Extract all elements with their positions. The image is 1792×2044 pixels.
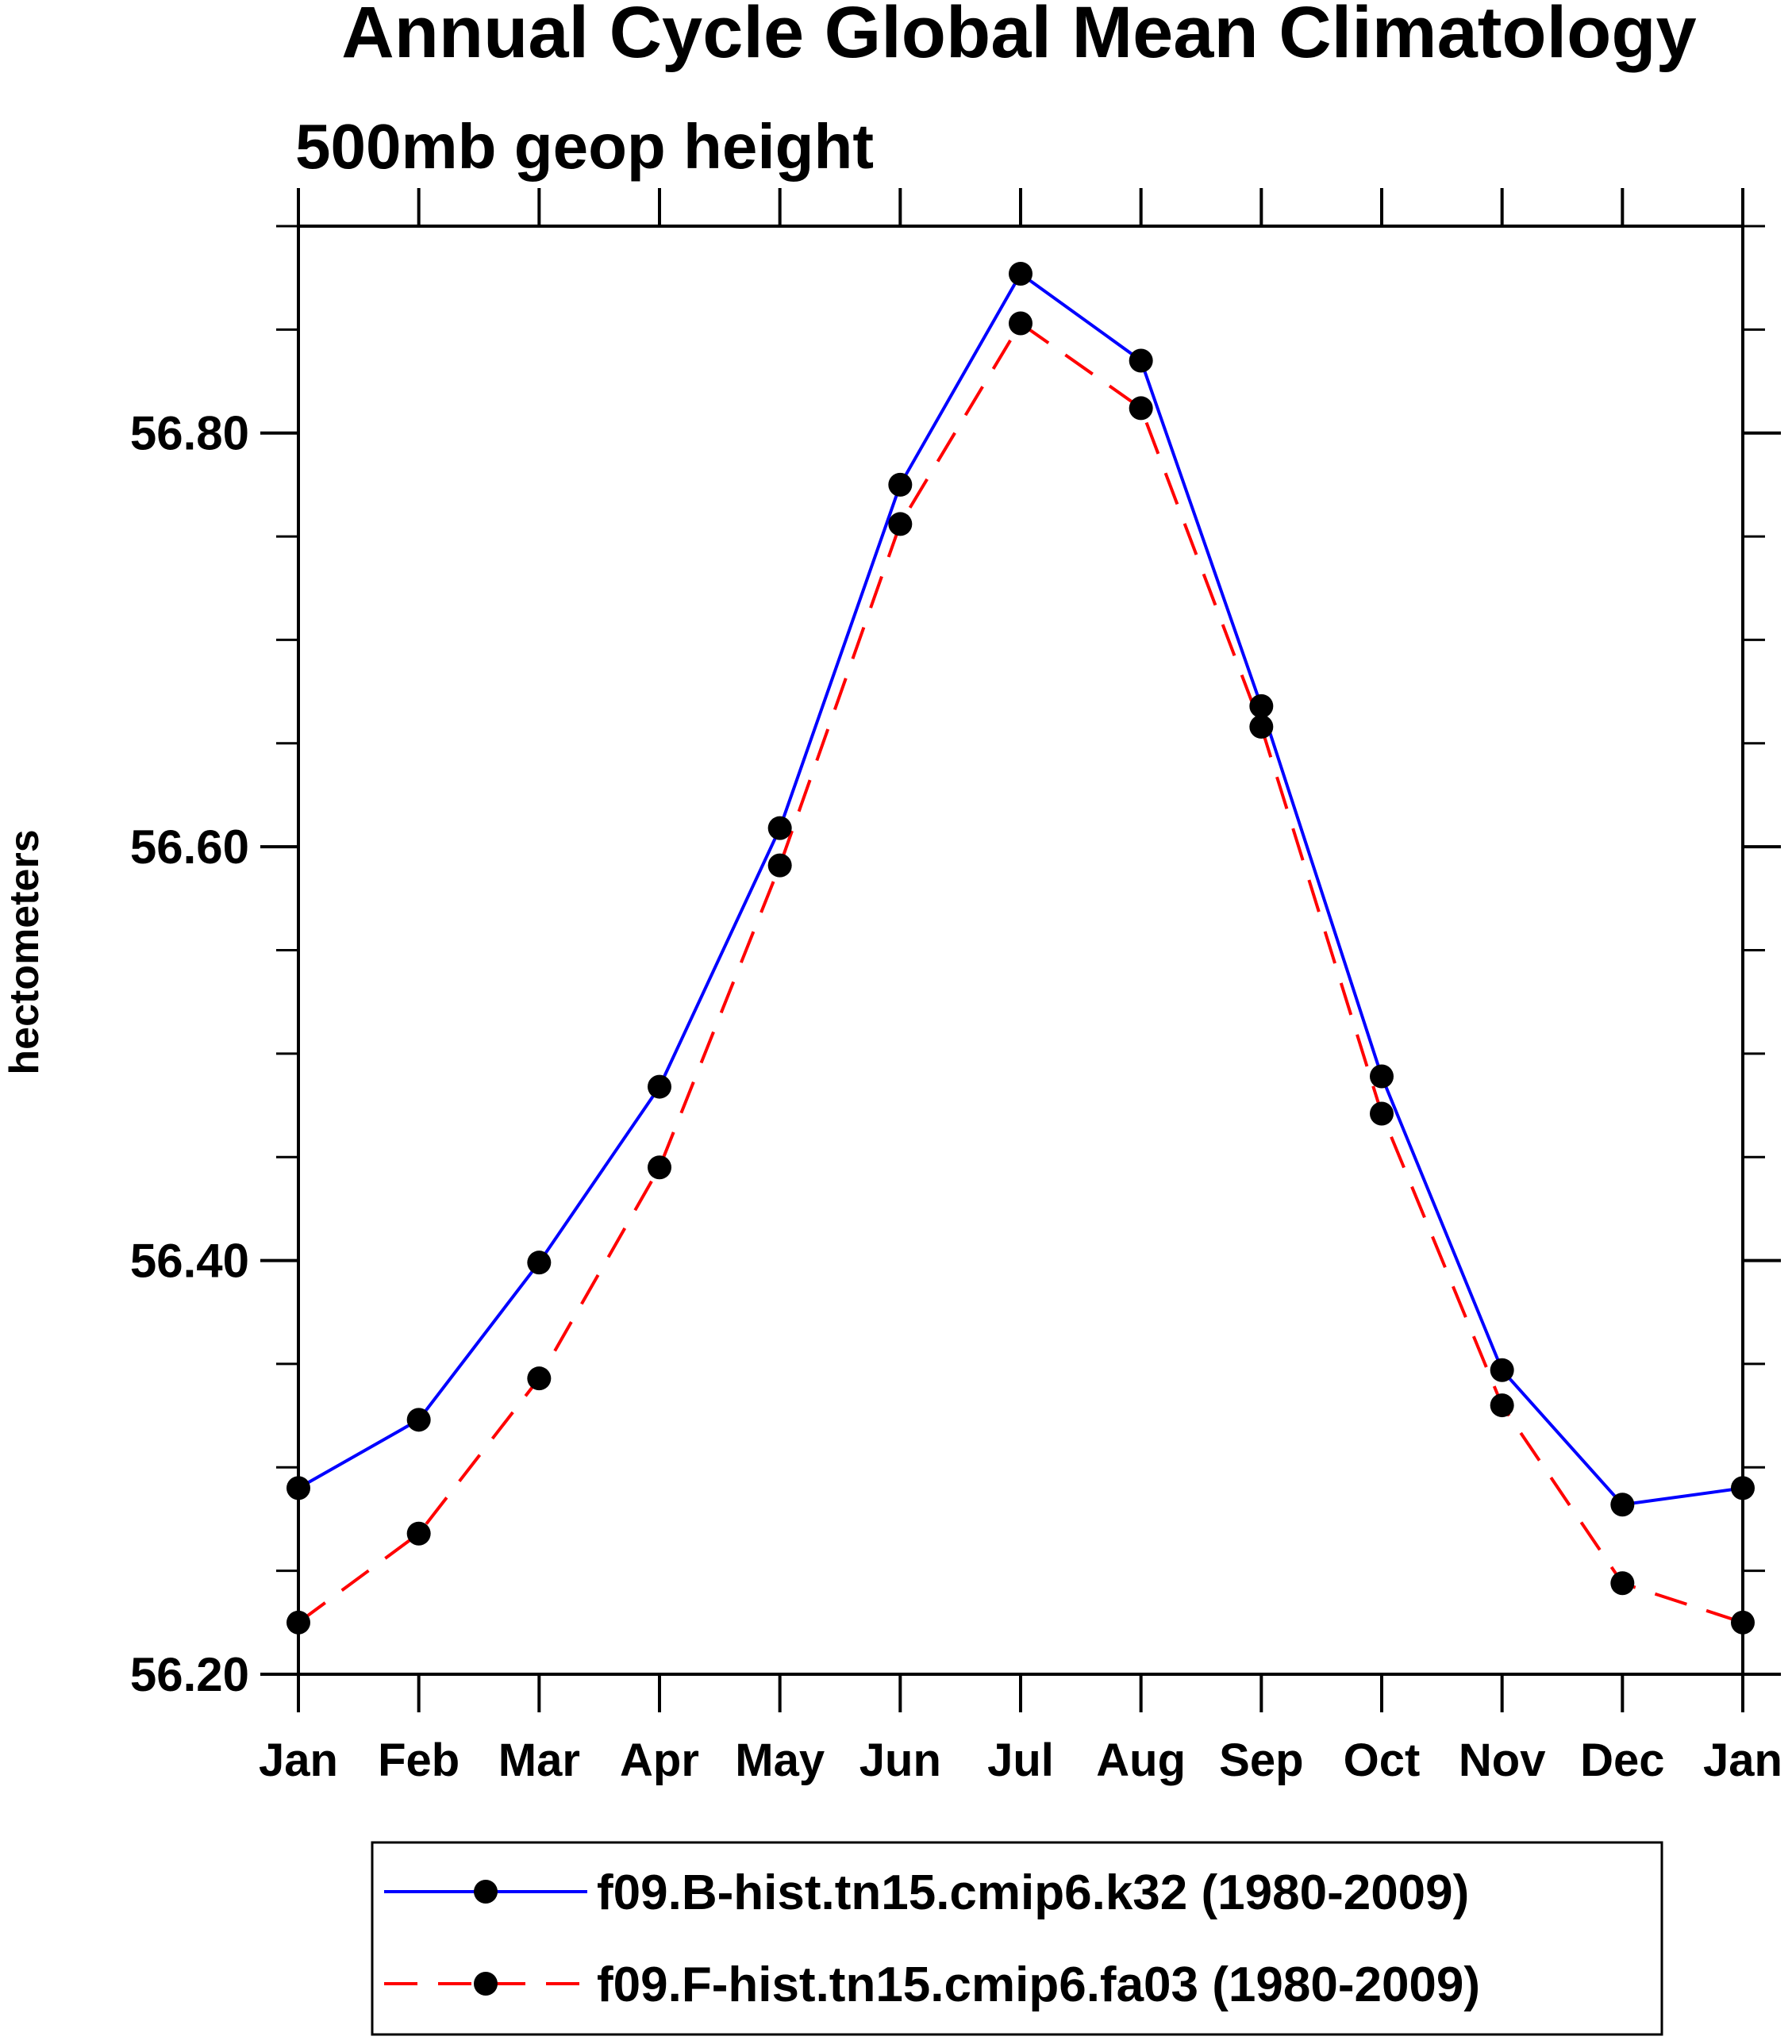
data-point-series-2 [1009,311,1033,336]
data-point-series-1 [767,816,792,840]
plot-frame [297,225,1744,1676]
x-tick-label: Jun [859,1735,941,1786]
data-point-series-2 [888,512,913,536]
y-tick-label: 56.40 [130,1235,249,1288]
data-point-series-1 [1490,1358,1514,1382]
y-tick-label: 56.60 [130,820,249,874]
legend-label-series-2: f09.F-hist.tn15.cmip6.fa03 (1980-2009) [597,1958,1480,2012]
x-tick-label: Mar [498,1735,580,1786]
data-point-series-1 [406,1408,431,1432]
data-point-series-2 [1370,1101,1394,1126]
x-tick-label: Dec [1580,1735,1664,1786]
axes: 56.20 56.40 56.60 56.80 Jan Feb Mar Apr May Jun Ju… [130,188,1782,1786]
x-tick-label: Jul [987,1735,1054,1786]
data-point-series-2 [1610,1571,1635,1596]
data-point-series-1 [1009,261,1033,286]
legend: f09.B-hist.tn15.cmip6.k32 (1980-2009) f0… [371,1841,1663,2036]
data-point-series-2 [1129,396,1153,421]
data-point-series-2 [1490,1393,1514,1418]
data-point-series-2 [527,1366,552,1391]
data-point-series-1 [888,472,913,497]
data-point-series-1 [1370,1064,1394,1089]
data-point-series-1 [648,1074,671,1099]
data-point-series-1 [1249,694,1274,718]
x-tick-label: Sep [1219,1735,1303,1786]
data-point-series-2 [767,853,792,878]
series-lines [297,271,1744,1624]
x-tick-label: Jan [1703,1735,1782,1786]
y-tick-label: 56.80 [130,407,249,460]
chart-subtitle: 500mb geop height [295,111,874,182]
x-tick-label: Nov [1459,1735,1546,1786]
data-point-series-1 [527,1251,552,1275]
chart-title: Annual Cycle Global Mean Climatology [341,0,1696,73]
x-tick-label: Aug [1096,1735,1186,1786]
y-tick-label: 56.20 [130,1648,249,1701]
data-point-series-1 [1610,1493,1635,1517]
series-line-2 [297,321,1744,1624]
data-point-series-2 [406,1521,431,1546]
data-point-series-1 [1129,348,1153,373]
y-axis-label: hectometers [2,829,48,1074]
data-point-series-2 [1249,714,1274,739]
legend-label-series-1: f09.B-hist.tn15.cmip6.k32 (1980-2009) [597,1865,1469,1920]
x-tick-label: Feb [378,1735,460,1786]
series-markers [286,261,1755,1635]
legend-box [371,1841,1663,2036]
legend-marker-series-1 [474,1880,498,1904]
data-point-series-2 [648,1155,671,1180]
x-tick-label: Jan [259,1735,338,1786]
legend-marker-series-2 [474,1972,498,1996]
x-tick-label: Oct [1344,1735,1421,1786]
x-tick-label: Apr [620,1735,699,1786]
series-line-1 [298,271,1744,1507]
x-tick-label: May [735,1735,825,1786]
